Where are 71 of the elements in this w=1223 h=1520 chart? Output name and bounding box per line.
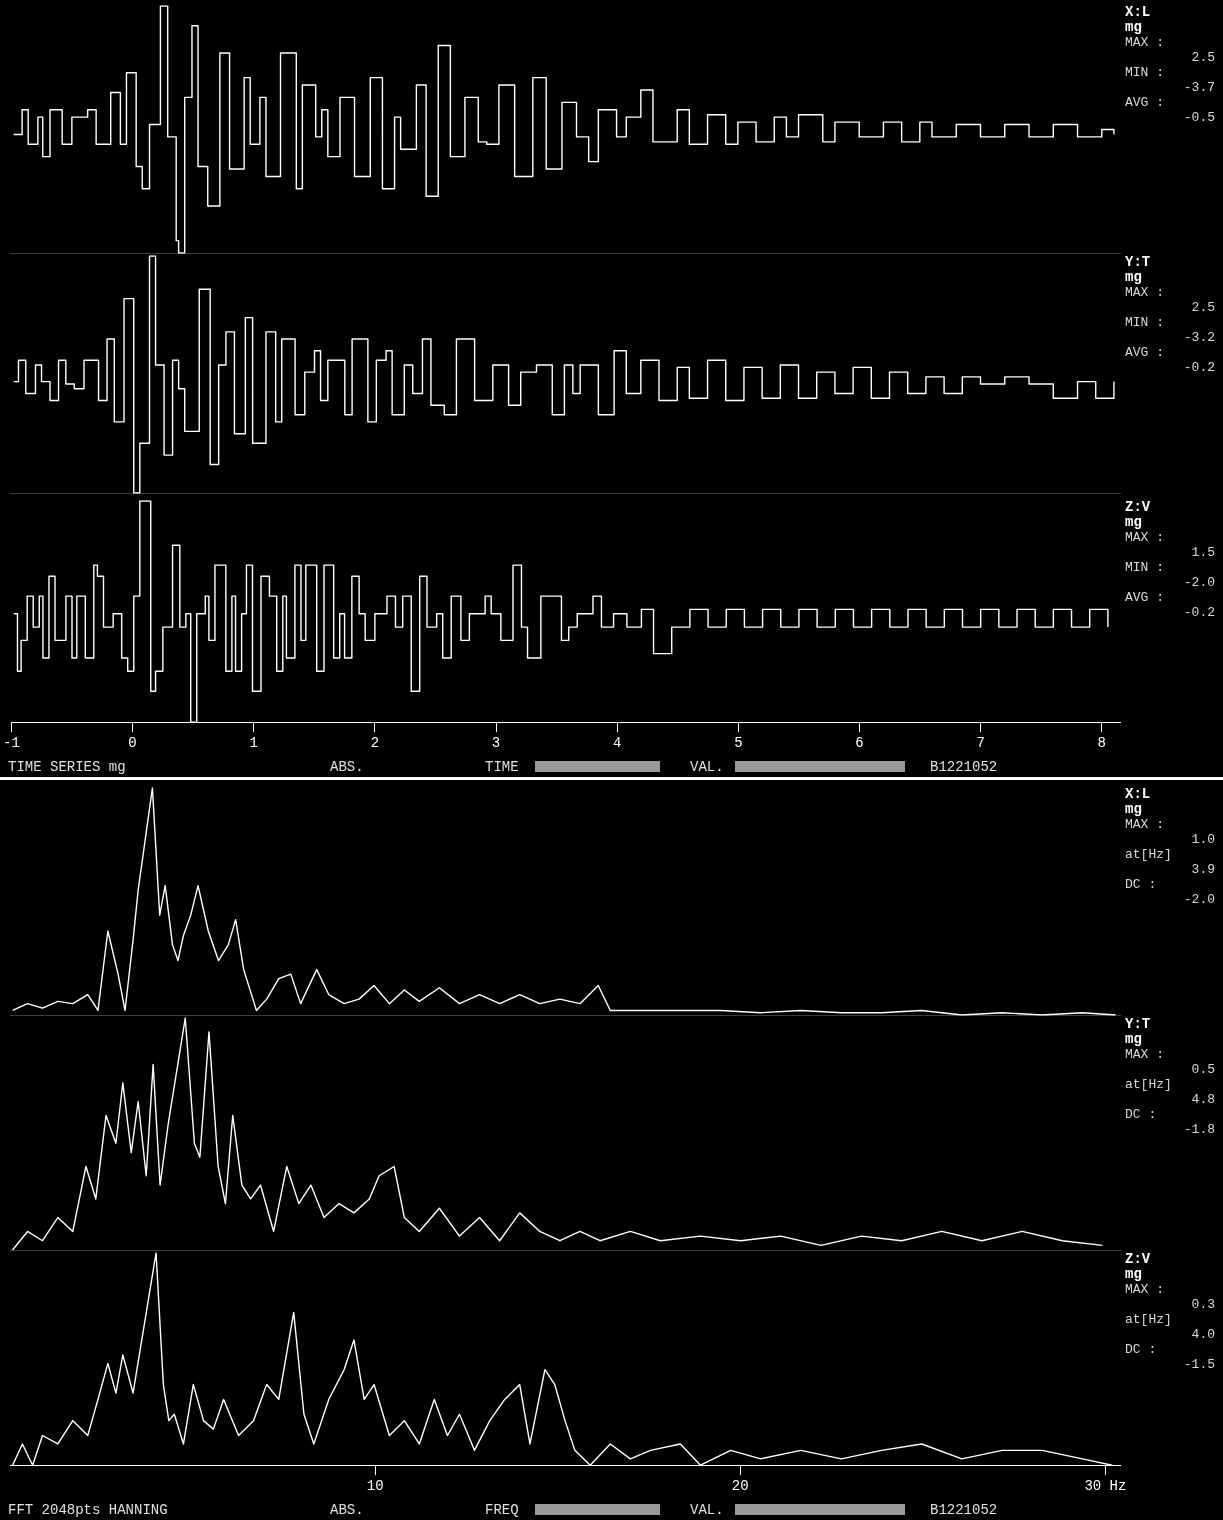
chart-title: X:L (1125, 4, 1151, 20)
text: AVG : (1125, 345, 1165, 360)
text: TIME (485, 759, 519, 775)
text: 0.3 (1191, 1297, 1215, 1312)
text: 4.8 (1191, 1092, 1215, 1107)
text: 0.5 (1191, 1062, 1215, 1077)
x-tick-label: 30 Hz (1084, 1478, 1127, 1495)
text: 4.0 (1191, 1327, 1215, 1342)
x-tick-label: 0 (128, 735, 137, 752)
text: 2.5 (1191, 50, 1215, 65)
text: -2.0 (1183, 575, 1215, 590)
x-tick-label: 20 (731, 1478, 749, 1495)
text: at[Hz] (1125, 1077, 1172, 1092)
text: AVG : (1125, 95, 1165, 110)
text: B1221052 (930, 759, 998, 775)
y-axis-title: mg (1125, 801, 1142, 817)
text: -0.2 (1183, 360, 1215, 375)
chart-title: Z:V (1125, 1251, 1151, 1267)
text: MAX : (1125, 35, 1165, 50)
text: FFT 2048pts HANNING (8, 1502, 168, 1518)
text: TIME SERIES mg (8, 759, 126, 775)
text: MAX : (1125, 817, 1165, 832)
x-tick-label: -1 (3, 735, 20, 752)
x-tick-label: 3 (491, 735, 501, 752)
x-tick-label: 4 (612, 735, 622, 752)
text: 1.0 (1191, 832, 1215, 847)
x-tick-label: 5 (734, 735, 743, 752)
text: FREQ (485, 1502, 519, 1518)
y-axis-title: mg (1125, 514, 1142, 530)
text: MAX : (1125, 1047, 1165, 1062)
text: -1.5 (1183, 1357, 1215, 1372)
x-tick-label: 10 (366, 1478, 384, 1495)
text: 2.5 (1191, 300, 1215, 315)
y-axis-title: mg (1125, 1031, 1142, 1047)
text: -2.0 (1183, 892, 1215, 907)
x-tick-label: 7 (976, 735, 985, 752)
y-axis-title: mg (1125, 269, 1142, 285)
text: -0.5 (1183, 110, 1215, 125)
text: B1221052 (930, 1502, 998, 1518)
chart-title: Y:T (1125, 254, 1151, 270)
x-tick-label: 8 (1097, 735, 1107, 752)
x-tick-label: 2 (370, 735, 380, 752)
x-tick-label: 1 (249, 735, 258, 752)
text: -0.2 (1183, 605, 1215, 620)
text: -3.7 (1183, 80, 1215, 95)
text: VAL. (690, 759, 724, 775)
text: AVG : (1125, 590, 1165, 605)
text: DC : (1125, 1342, 1157, 1357)
x-tick-label: 6 (855, 735, 864, 752)
chart-title: Y:T (1125, 1016, 1151, 1032)
text: MAX : (1125, 285, 1165, 300)
text: at[Hz] (1125, 1312, 1172, 1327)
text: 1.5 (1191, 545, 1215, 560)
text: MAX : (1125, 1282, 1165, 1297)
y-axis-title: mg (1125, 1266, 1142, 1282)
text: MAX : (1125, 530, 1165, 545)
text: 3.9 (1191, 862, 1215, 877)
text: MIN : (1125, 315, 1165, 330)
text: ABS. (330, 759, 364, 775)
text: DC : (1125, 1107, 1157, 1122)
text: MIN : (1125, 560, 1165, 575)
text: ABS. (330, 1502, 364, 1518)
text: -3.2 (1183, 330, 1215, 345)
chart-title: Z:V (1125, 499, 1151, 515)
y-axis-title: mg (1125, 19, 1142, 35)
text: VAL. (690, 1502, 724, 1518)
text: at[Hz] (1125, 847, 1172, 862)
text: MIN : (1125, 65, 1165, 80)
text: DC : (1125, 877, 1157, 892)
chart-title: X:L (1125, 786, 1151, 802)
text: -1.8 (1183, 1122, 1215, 1137)
